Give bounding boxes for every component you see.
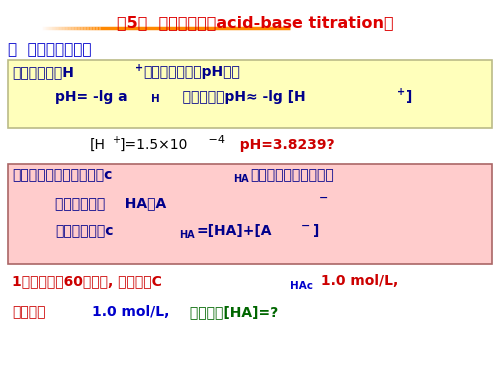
Text: −: − <box>319 193 328 203</box>
Text: 1.0 mol/L,: 1.0 mol/L, <box>92 305 170 319</box>
Text: H: H <box>151 94 160 104</box>
Text: 对一元弱酸：c: 对一元弱酸：c <box>55 224 114 238</box>
Text: 1.0 mol/L,: 1.0 mol/L, <box>316 274 398 288</box>
Text: −4: −4 <box>205 135 225 145</box>
FancyBboxPatch shape <box>8 164 492 264</box>
Text: pH= -lg a: pH= -lg a <box>55 90 128 104</box>
Text: ，包含未解离的和已解: ，包含未解离的和已解 <box>250 168 334 182</box>
Text: 醋酸浓度: 醋酸浓度 <box>12 305 46 319</box>
Text: pH=3.8239?: pH=3.8239? <box>230 138 334 152</box>
Text: 第5章  酸碱滴定法（acid-base titration）: 第5章 酸碱滴定法（acid-base titration） <box>116 15 394 30</box>
Text: 一  酸度和酸的浓度: 一 酸度和酸的浓度 <box>8 42 91 57</box>
Text: HA: HA <box>233 174 248 184</box>
Text: +: + <box>112 135 120 145</box>
Text: ]=1.5×10: ]=1.5×10 <box>120 138 188 152</box>
Text: 酸度：溶液中H: 酸度：溶液中H <box>12 65 74 79</box>
Text: 酸的浓度：酸的分析浓度c: 酸的浓度：酸的分析浓度c <box>12 168 112 182</box>
Text: HA: HA <box>179 230 194 240</box>
Text: 平衡浓度[HA]=?: 平衡浓度[HA]=? <box>185 305 278 319</box>
Text: +: + <box>397 87 405 97</box>
Text: −: − <box>301 221 310 231</box>
Text: ]: ] <box>406 90 412 104</box>
Text: 1升溶液中含60克醋酸, 分析浓度C: 1升溶液中含60克醋酸, 分析浓度C <box>12 274 162 288</box>
Text: =[HA]+[A: =[HA]+[A <box>196 224 272 238</box>
Text: 分析化学中pH≈ -lg [H: 分析化学中pH≈ -lg [H <box>168 90 306 104</box>
Text: ]: ] <box>313 224 320 238</box>
Text: 离的酸的浓度    HA，A: 离的酸的浓度 HA，A <box>55 196 166 210</box>
Text: 的活度，通常用pH表示: 的活度，通常用pH表示 <box>143 65 240 79</box>
FancyBboxPatch shape <box>8 60 492 128</box>
Text: [H: [H <box>90 138 106 152</box>
Text: HAc: HAc <box>290 281 313 291</box>
Text: +: + <box>135 63 143 73</box>
